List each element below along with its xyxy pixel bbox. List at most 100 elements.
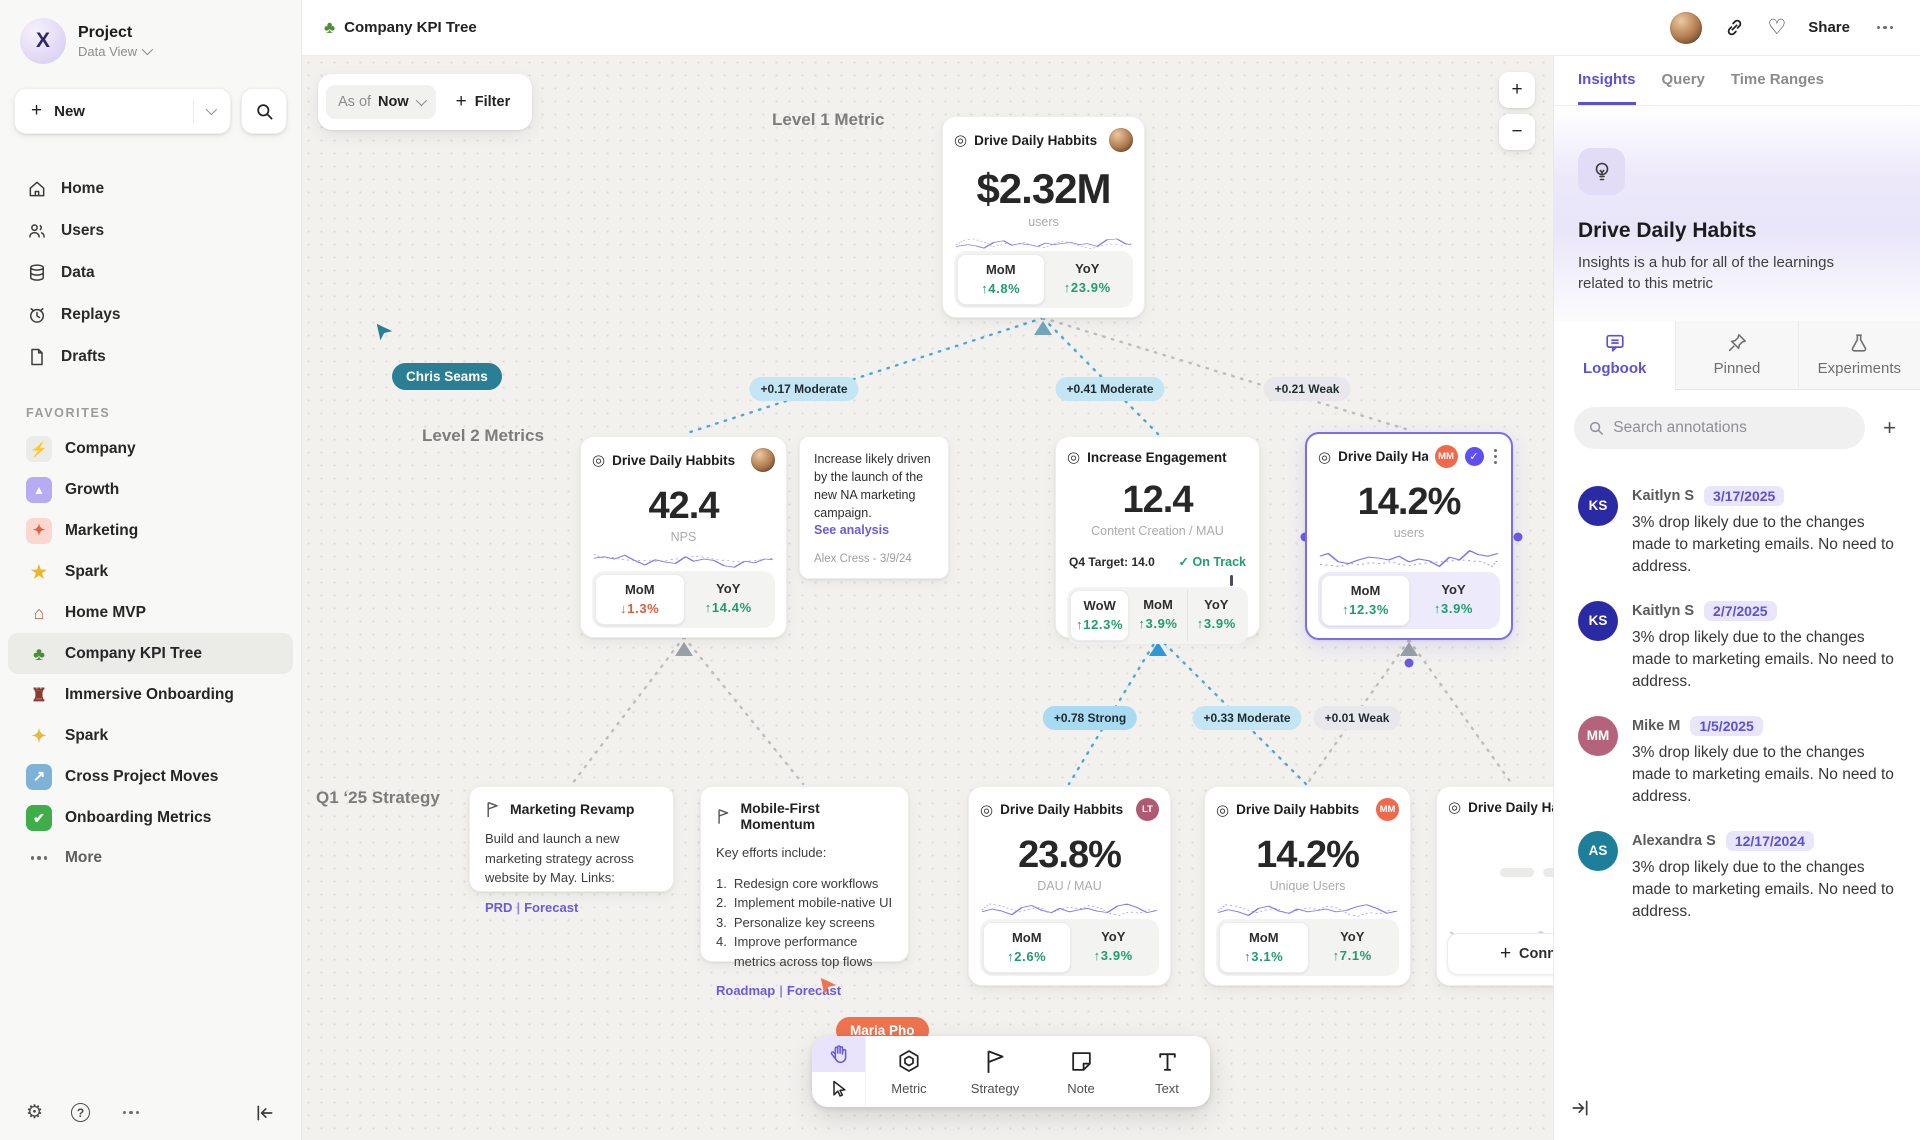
train-icon: ♜: [30, 684, 48, 705]
connect-button[interactable]: + Connect: [1447, 933, 1553, 975]
favorite-company[interactable]: ⚡ Company: [8, 428, 293, 469]
collaborator-name: Chris Seams: [392, 363, 502, 390]
subtab-experiments[interactable]: Experiments: [1797, 320, 1920, 390]
ellipsis-icon: [26, 856, 52, 860]
share-button[interactable]: Share: [1808, 19, 1850, 36]
text-tool-button[interactable]: Text: [1124, 1036, 1210, 1107]
confetti-icon: ✦: [26, 517, 52, 544]
yoy-stat: YoY ↑3.9%: [1093, 929, 1133, 963]
collapse-sidebar-icon[interactable]: [255, 1104, 275, 1122]
logbook-icon: [1606, 334, 1624, 352]
metric-card-unique-users[interactable]: ◎ Drive Daily Habbits MM 14.2% Unique Us…: [1204, 786, 1411, 986]
database-icon: [26, 263, 47, 284]
help-icon[interactable]: ?: [71, 1103, 91, 1122]
collapse-panel-icon[interactable]: [1570, 1099, 1590, 1122]
metric-value: 14.2%: [1256, 834, 1360, 876]
owner-avatar: [1109, 128, 1133, 152]
favorite-marketing[interactable]: ✦ Marketing: [8, 510, 293, 551]
metric-unit: users: [1393, 526, 1425, 540]
sidebar-item-home[interactable]: Home: [0, 168, 301, 210]
new-button[interactable]: + New: [14, 88, 231, 134]
roadmap-link[interactable]: Roadmap: [716, 983, 776, 998]
favorite-cross-project-moves[interactable]: ↗ Cross Project Moves: [8, 756, 293, 797]
metric-value: 42.4: [648, 485, 720, 527]
tab-insights[interactable]: Insights: [1578, 56, 1636, 105]
strategy-note-marketing-revamp[interactable]: Marketing Revamp Build and launch a new …: [469, 786, 674, 915]
tab-time-ranges[interactable]: Time Ranges: [1730, 70, 1824, 88]
metric-tool-button[interactable]: Metric: [866, 1036, 952, 1107]
strategy-note-mobile-first-momentum[interactable]: Mobile-First Momentum Key efforts includ…: [700, 786, 909, 998]
see-analysis-link[interactable]: See analysis: [814, 522, 890, 537]
insights-description: Insights is a hub for all of the learnin…: [1578, 254, 1834, 293]
cursor-icon: [832, 1081, 846, 1097]
as-of-dropdown[interactable]: As of Now: [326, 85, 436, 119]
sidebar-item-drafts[interactable]: Drafts: [0, 336, 301, 378]
top-bar: ♣ Company KPI Tree ♡ Share: [302, 0, 1920, 56]
subtab-pinned[interactable]: Pinned: [1675, 320, 1798, 390]
user-avatar[interactable]: [1670, 11, 1703, 44]
favorite-company-kpi-tree[interactable]: ♣ Company KPI Tree: [8, 633, 293, 674]
annotation-list: KS Kaitlyn S 3/17/2025 3% drop likely du…: [1554, 455, 1920, 923]
strategy-tool-button[interactable]: Strategy: [952, 1036, 1038, 1107]
prd-link[interactable]: PRD: [485, 899, 513, 915]
annotation-item[interactable]: AS Alexandra S 12/17/2024 3% drop likely…: [1578, 830, 1896, 923]
header-more-icon[interactable]: [1872, 25, 1898, 30]
favorite-spark[interactable]: ★ Spark: [8, 551, 293, 592]
zoom-controls: + −: [1499, 72, 1535, 150]
zoom-out-button[interactable]: −: [1499, 114, 1535, 150]
file-icon: [26, 347, 47, 368]
project-switcher[interactable]: X Project Data View: [0, 18, 301, 64]
annotation-item[interactable]: MM Mike M 1/5/2025 3% drop likely due to…: [1578, 715, 1896, 808]
metric-card-drive-daily-habbits-nps[interactable]: ◎ Drive Daily Habbits 42.4 NPS MoM ↓1.3%: [580, 436, 787, 638]
users-icon: [26, 221, 47, 242]
search-icon: [1589, 421, 1603, 435]
tree-icon: ♣: [324, 17, 336, 37]
metric-icon: ◎: [954, 132, 968, 149]
metric-card-unconnected[interactable]: ◎ Drive Daily Habbits + Connect: [1436, 786, 1553, 986]
canvas-tool-palette: Metric Strategy Note Text: [812, 1036, 1210, 1107]
annotation-item[interactable]: KS Kaitlyn S 3/17/2025 3% drop likely du…: [1578, 485, 1896, 578]
annotation-item[interactable]: KS Kaitlyn S 2/7/2025 3% drop likely due…: [1578, 600, 1896, 693]
hand-tool-button[interactable]: [812, 1036, 865, 1072]
note-tool-button[interactable]: Note: [1038, 1036, 1124, 1107]
select-tool-button[interactable]: [812, 1072, 865, 1108]
metric-card-drive-daily-habbits-l1[interactable]: ◎ Drive Daily Habbits $2.32M users MoM ↑…: [942, 116, 1145, 318]
zoom-in-button[interactable]: +: [1499, 72, 1535, 108]
favorite-spark-2[interactable]: ✦ Spark: [8, 715, 293, 756]
add-annotation-button[interactable]: +: [1883, 414, 1896, 440]
metric-card-increase-engagement[interactable]: ◎ Increase Engagement 12.4 Content Creat…: [1055, 436, 1260, 644]
settings-gear-icon[interactable]: ⚙: [26, 1102, 44, 1123]
filter-button[interactable]: + Filter: [455, 91, 511, 112]
mom-stat: MoM ↑3.1%: [1219, 922, 1309, 973]
sidebar-search-button[interactable]: [241, 88, 287, 134]
copy-link-icon[interactable]: [1724, 17, 1745, 38]
forecast-link[interactable]: Forecast: [786, 983, 842, 998]
kpi-tree-canvas[interactable]: As of Now + Filter + − Level 1 Metric Le…: [302, 56, 1553, 1140]
metric-card-drive-daily-habbits-selected[interactable]: ◎ Drive Daily Habb.. MM ✓ 14.2% users: [1305, 432, 1513, 640]
annotation-search-input[interactable]: [1613, 418, 1852, 437]
forecast-link[interactable]: Forecast: [524, 899, 579, 915]
subtab-logbook[interactable]: Logbook: [1554, 320, 1676, 390]
note-icon: [1071, 1051, 1091, 1071]
sidebar-item-replays[interactable]: Replays: [0, 294, 301, 336]
insights-hero: Drive Daily Habits Insights is a hub for…: [1554, 106, 1920, 321]
favorite-immersive-onboarding[interactable]: ♜ Immersive Onboarding: [8, 674, 293, 715]
card-menu-icon[interactable]: [1491, 447, 1501, 467]
tab-query[interactable]: Query: [1661, 70, 1705, 88]
metric-hexagon-icon: [899, 1050, 919, 1072]
sidebar-item-data[interactable]: Data: [0, 252, 301, 294]
favorite-onboarding-metrics[interactable]: ✔ Onboarding Metrics: [8, 797, 293, 838]
more-options-icon[interactable]: [118, 1110, 144, 1115]
favorite-growth[interactable]: ▲ Growth: [8, 469, 293, 510]
sparkline: [981, 903, 1158, 916]
project-view-selector[interactable]: Data View: [78, 44, 154, 59]
annotation-search[interactable]: [1574, 406, 1866, 449]
favorites-more-button[interactable]: More: [8, 838, 293, 878]
favorite-home-mvp[interactable]: ⌂ Home MVP: [8, 592, 293, 633]
sidebar-item-users[interactable]: Users: [0, 210, 301, 252]
metric-card-dau-mau[interactable]: ◎ Drive Daily Habbits LT 23.8% DAU / MAU…: [968, 786, 1171, 986]
favorite-heart-icon[interactable]: ♡: [1767, 16, 1787, 39]
metric-value: 23.8%: [1018, 834, 1122, 876]
canvas-note-analysis[interactable]: Increase likely driven by the launch of …: [799, 436, 949, 579]
